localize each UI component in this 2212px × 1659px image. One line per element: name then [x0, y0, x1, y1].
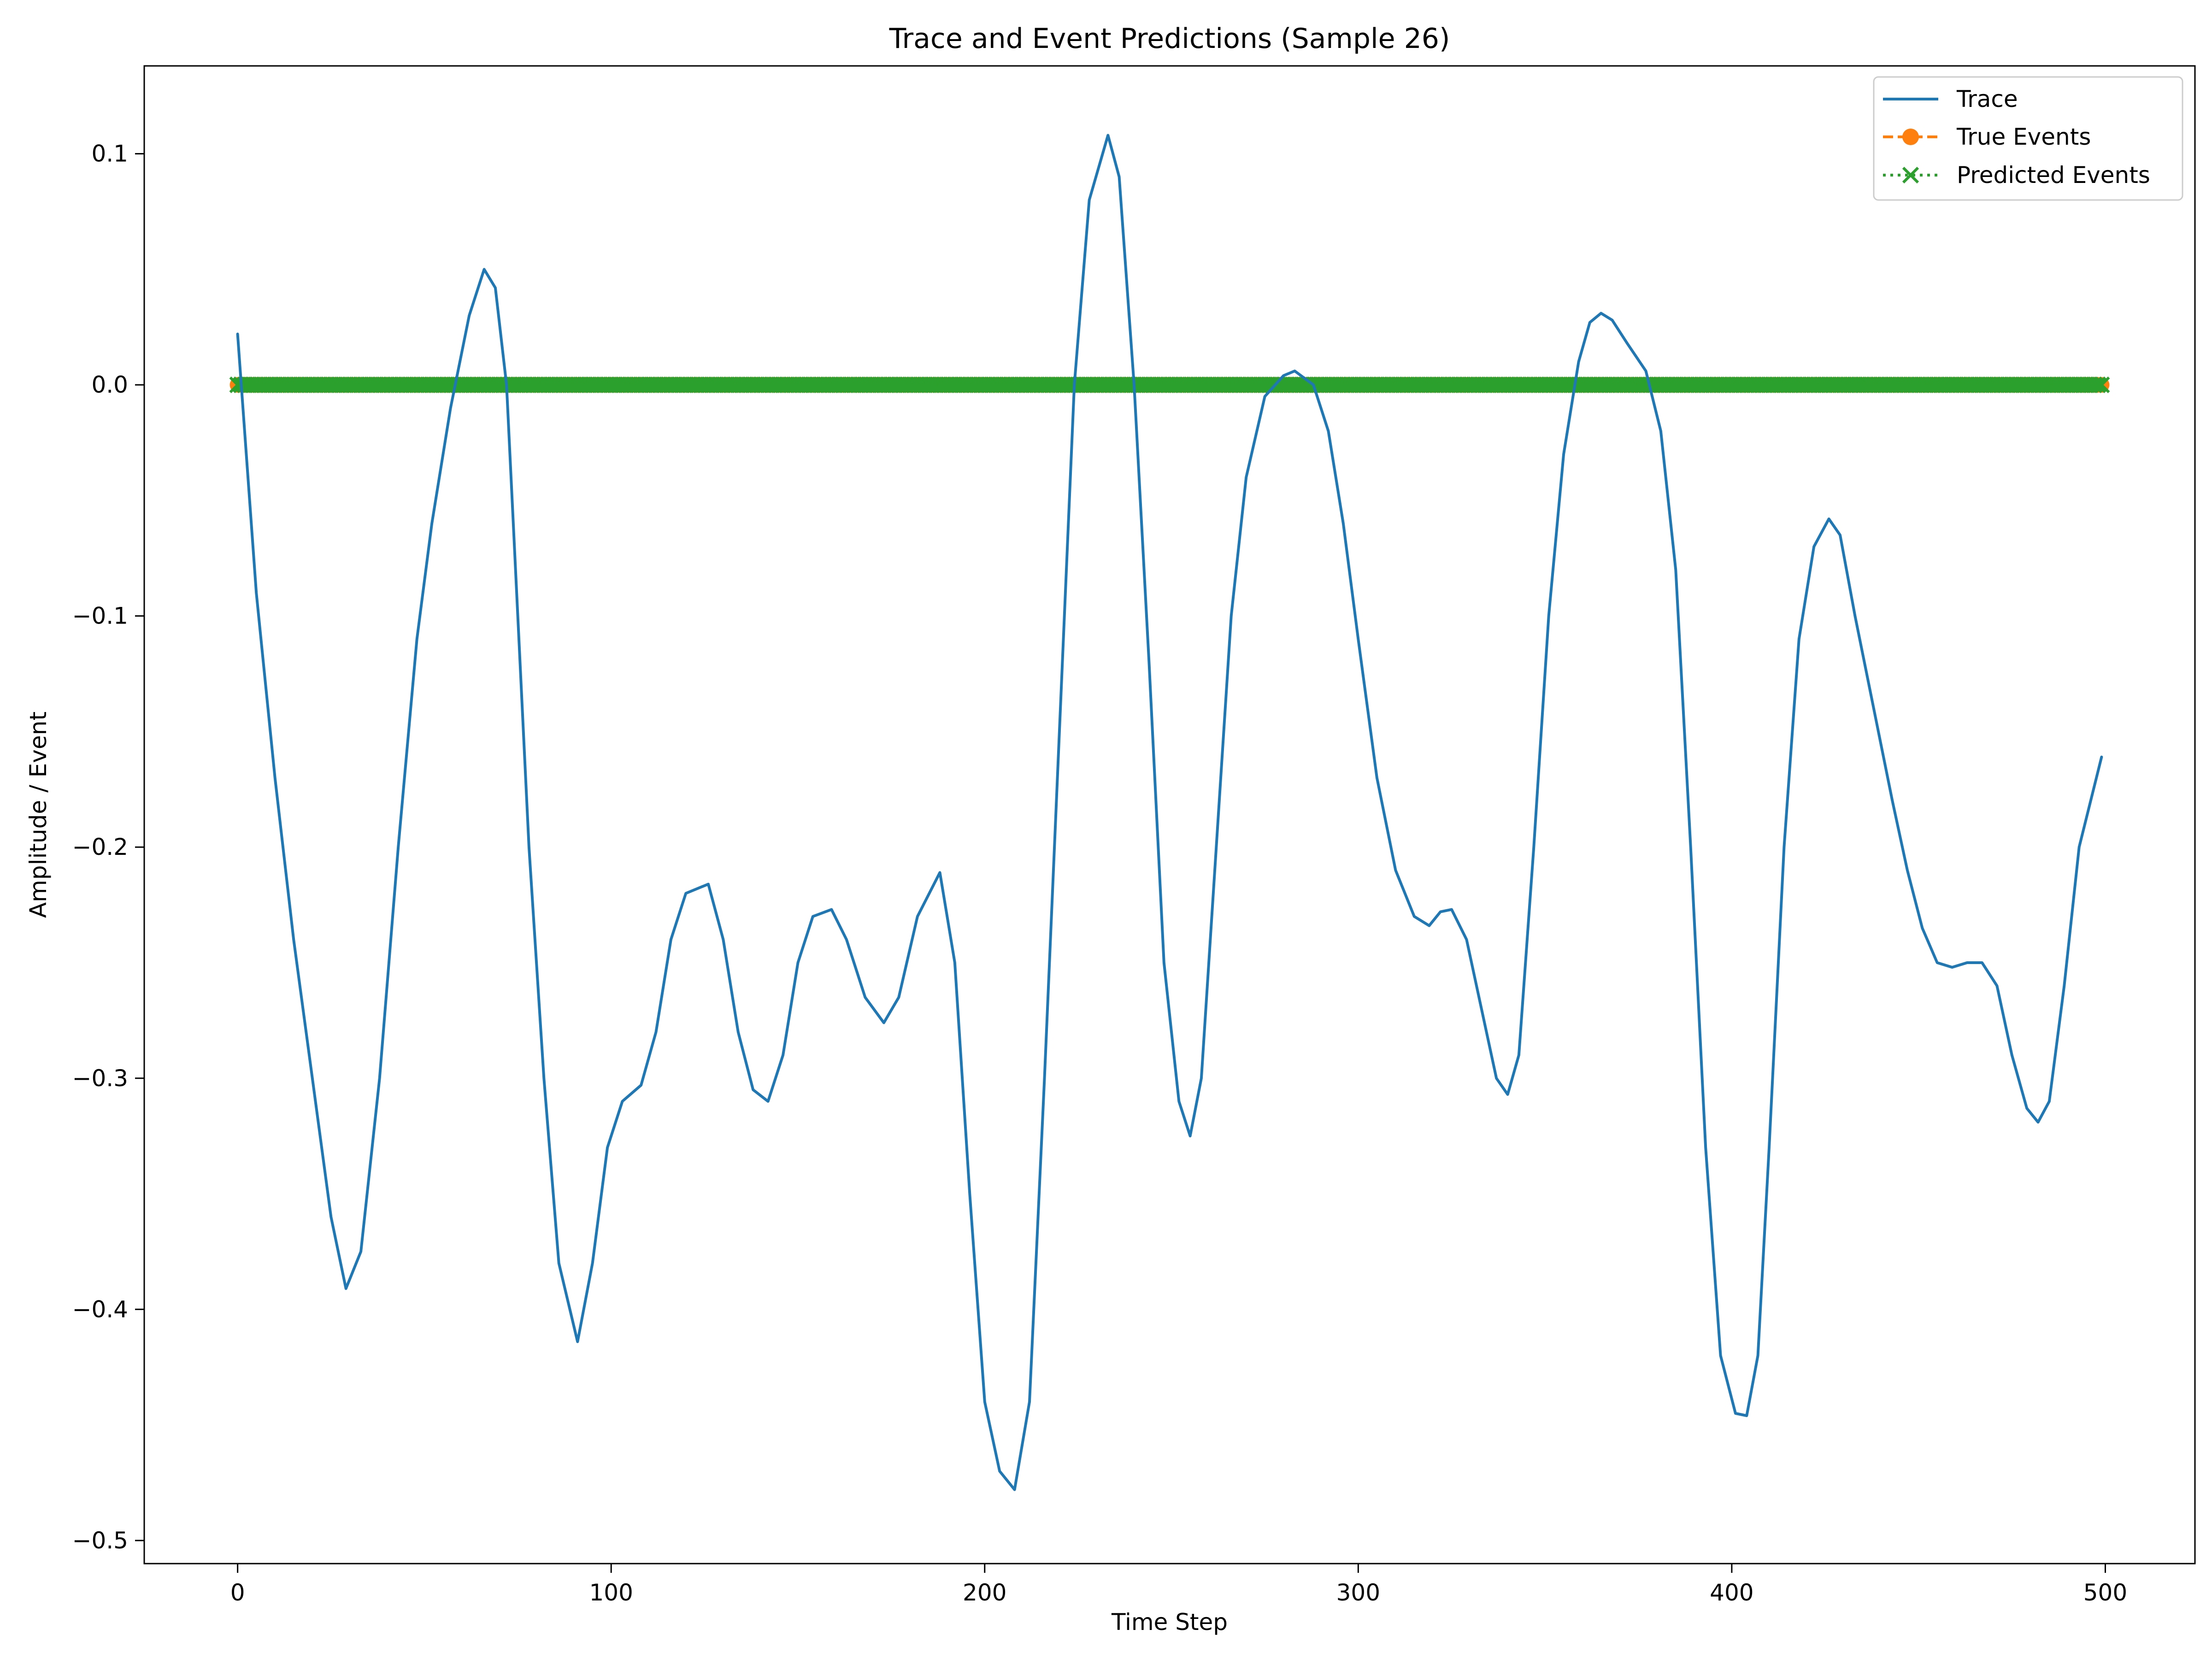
y-tick-label: 0.1: [91, 141, 128, 167]
series-predicted-events-markers: [229, 377, 2110, 394]
legend: Trace True Events Predicted Events: [1873, 76, 2183, 201]
y-tick-label: −0.3: [72, 1065, 128, 1092]
y-tick-label: −0.5: [72, 1527, 128, 1554]
predicted-event-point: [2093, 377, 2110, 394]
y-axis-label: Amplitude / Event: [25, 712, 52, 918]
x-tick-label: 500: [2083, 1579, 2127, 1606]
chart-title: Trace and Event Predictions (Sample 26): [889, 23, 1450, 55]
y-tick-label: −0.2: [72, 834, 128, 860]
legend-label-true-events: True Events: [1956, 124, 2091, 150]
legend-marker-predicted-events: [1902, 166, 1919, 184]
legend-box: [1873, 76, 2183, 201]
predicted-event-point: [2086, 377, 2103, 394]
legend-marker-true-events: [1902, 129, 1919, 145]
y-tick-label: 0.0: [91, 371, 128, 398]
event-series: [229, 377, 2110, 394]
x-tick-label: 0: [230, 1579, 245, 1606]
x-tick-label: 300: [1336, 1579, 1380, 1606]
plot-frame: [143, 65, 2196, 1565]
y-tick-label: −0.1: [72, 603, 128, 629]
x-tick-label: 400: [1710, 1579, 1753, 1606]
y-axis-ticks: 0.1 0.0 −0.1 −0.2 −0.3 −0.4 −0.5: [72, 141, 144, 1554]
x-axis-label: Time Step: [1111, 1609, 1228, 1635]
x-tick-label: 100: [589, 1579, 633, 1606]
plot-area: [144, 66, 2195, 1564]
y-tick-label: −0.4: [72, 1296, 128, 1323]
predicted-event-point: [2089, 377, 2106, 394]
x-axis-ticks: 0 100 200 300 400 500: [230, 1564, 2127, 1606]
x-tick-label: 200: [963, 1579, 1006, 1606]
legend-label-predicted-events: Predicted Events: [1957, 162, 2150, 188]
series-trace-line: [236, 134, 2103, 1491]
legend-label-trace: Trace: [1956, 86, 2018, 112]
